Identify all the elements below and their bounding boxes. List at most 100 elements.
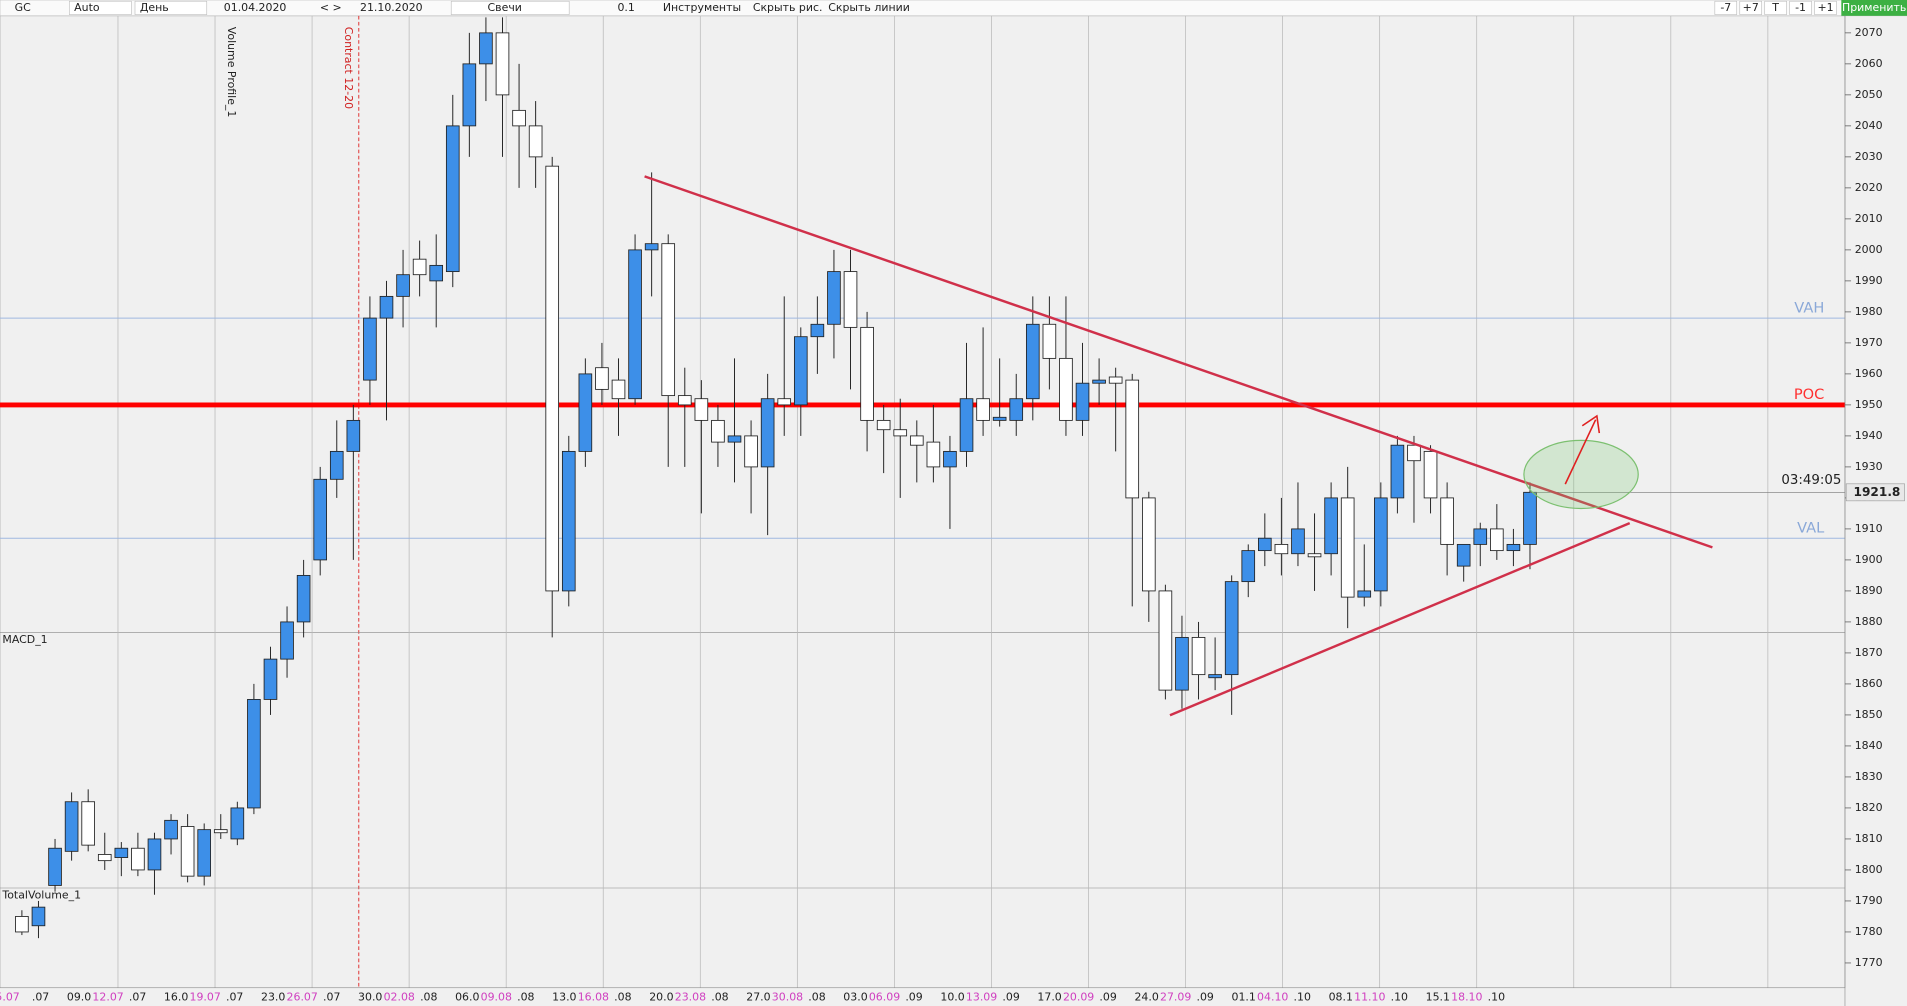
- x-label: .09: [1196, 990, 1213, 1003]
- candle-body: [479, 32, 493, 65]
- candle-body: [744, 435, 758, 468]
- y-tick-label: 1820: [1855, 801, 1883, 814]
- toolbar-button[interactable]: [1714, 0, 1738, 15]
- x-label: 24.0: [1134, 990, 1158, 1003]
- y-tick-label: 1990: [1855, 274, 1883, 287]
- contract-label: Contract 12-20: [342, 27, 355, 109]
- candle-body: [793, 336, 808, 406]
- x-label: .10: [1294, 990, 1311, 1003]
- nav[interactable]: < >: [320, 1, 342, 14]
- toolbar-button-label[interactable]: +1: [1817, 1, 1833, 14]
- candle-body: [313, 478, 328, 561]
- x-label: .10: [1391, 990, 1408, 1003]
- x-label: 27.09: [1160, 990, 1191, 1003]
- mode[interactable]: Auto: [74, 1, 100, 14]
- level-label: VAL: [1797, 519, 1825, 536]
- candle-body: [810, 323, 825, 338]
- candle-body: [131, 847, 145, 871]
- x-label: 06.0: [455, 990, 479, 1003]
- apply-button[interactable]: [1841, 0, 1907, 16]
- candle-body: [1274, 543, 1289, 555]
- chart-type[interactable]: Свечи: [488, 1, 522, 14]
- x-label: 30.0: [358, 990, 382, 1003]
- x-label: 10.0: [940, 990, 964, 1003]
- candle-body: [1059, 357, 1073, 421]
- candle-body: [1357, 590, 1372, 598]
- x-label: 02.08: [384, 990, 415, 1003]
- last-price: 1921.8: [1853, 485, 1900, 499]
- y-tick-label: 1940: [1855, 429, 1883, 442]
- candle-body: [760, 398, 775, 468]
- toolbar-button-label[interactable]: +7: [1743, 1, 1759, 14]
- period[interactable]: День: [140, 1, 169, 14]
- candle-body: [180, 826, 195, 877]
- candle-body: [1440, 497, 1454, 545]
- toolbar: GC Auto День 01.04.2020 < > 21.10.2020 С…: [0, 0, 1907, 17]
- apply[interactable]: Применить: [1842, 1, 1906, 14]
- toolbar-button-label[interactable]: -1: [1795, 1, 1806, 14]
- candle-body: [363, 317, 377, 381]
- candle-body: [727, 435, 742, 443]
- candle-body: [1025, 323, 1040, 400]
- candle-body: [462, 63, 477, 127]
- candle-body: [677, 395, 692, 406]
- date-to[interactable]: 21.10.2020: [360, 1, 423, 14]
- hide-lines[interactable]: Скрыть линии: [828, 1, 910, 14]
- candle-body: [1158, 590, 1173, 691]
- x-label: 17.0: [1037, 990, 1061, 1003]
- candle-body: [876, 419, 891, 431]
- tools[interactable]: Инструменты: [663, 1, 741, 14]
- candle-body: [379, 295, 394, 319]
- candle-body: [1490, 528, 1504, 552]
- x-label: 30.08: [772, 990, 803, 1003]
- y-tick-label: 1830: [1855, 770, 1883, 783]
- candle-body: [1075, 382, 1090, 421]
- toolbar-button[interactable]: [1814, 0, 1837, 15]
- step[interactable]: 0.1: [617, 1, 634, 14]
- period-select[interactable]: [134, 0, 208, 15]
- mode-select[interactable]: [69, 0, 132, 15]
- date-from[interactable]: 01.04.2020: [224, 1, 287, 14]
- candle-body: [926, 441, 941, 468]
- candle-body: [1224, 581, 1239, 676]
- toolbar-button[interactable]: [1764, 0, 1787, 15]
- candle-body: [711, 419, 725, 443]
- x-label: .08: [517, 990, 534, 1003]
- chart-type-select[interactable]: [450, 0, 570, 15]
- x-label: .10: [1488, 990, 1505, 1003]
- x-label: 06.09: [869, 990, 900, 1003]
- hide-drawings[interactable]: Скрыть рис.: [753, 1, 823, 14]
- x-label: .08: [614, 990, 631, 1003]
- candle-body: [777, 398, 792, 406]
- toolbar-button-label[interactable]: T: [1771, 1, 1779, 14]
- candle-body: [1307, 553, 1322, 558]
- candle-body: [495, 32, 510, 96]
- x-label: 16.08: [578, 990, 609, 1003]
- y-tick-label: 1970: [1855, 336, 1883, 349]
- candle-body: [1456, 543, 1471, 567]
- candle-body: [445, 125, 460, 273]
- toolbar-button[interactable]: [1789, 0, 1812, 15]
- candle-body: [1142, 497, 1156, 592]
- indicator-label: MACD_1: [2, 633, 47, 646]
- candle-body: [959, 398, 974, 452]
- indicator-label: TotalVolume_1: [1, 888, 81, 901]
- candle-body: [396, 274, 410, 297]
- symbol[interactable]: GC: [15, 1, 31, 14]
- x-label: .09: [1002, 990, 1019, 1003]
- x-label: 12.07: [92, 990, 123, 1003]
- y-tick-label: 1840: [1855, 739, 1883, 752]
- candle-body: [97, 854, 112, 862]
- toolbar-button-label[interactable]: -7: [1720, 1, 1731, 14]
- candle-body: [1340, 497, 1355, 598]
- x-label: 08.1: [1329, 990, 1353, 1003]
- candle-body: [1523, 491, 1537, 545]
- candle-body: [1092, 379, 1106, 384]
- x-label: 11.10: [1354, 990, 1385, 1003]
- x-label: 03.0: [843, 990, 867, 1003]
- toolbar-button[interactable]: [1739, 0, 1762, 15]
- candle-body: [528, 125, 543, 158]
- x-label: .09: [905, 990, 922, 1003]
- candle-body: [329, 450, 344, 480]
- x-label: .07: [226, 990, 243, 1003]
